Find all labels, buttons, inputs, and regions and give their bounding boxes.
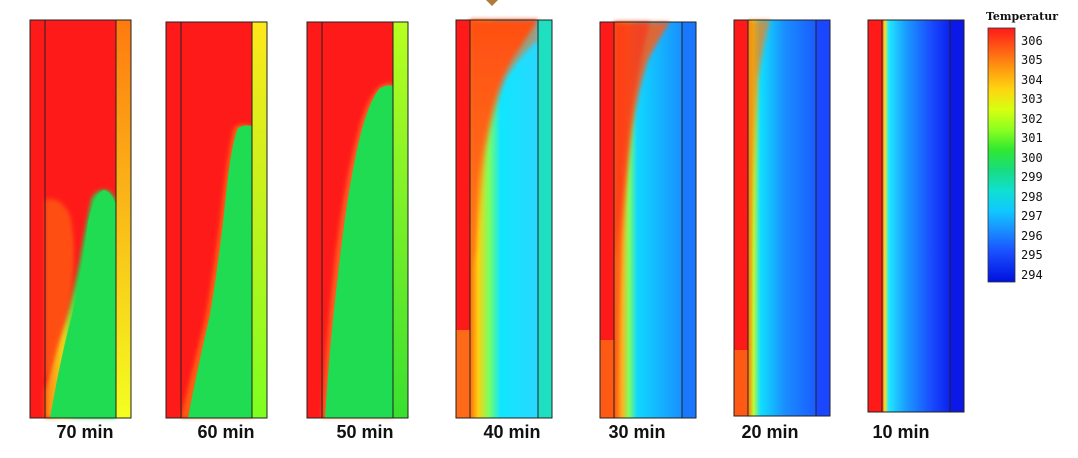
panel-label-70-min: 70 min xyxy=(56,422,114,442)
legend-tick: 303 xyxy=(1021,92,1043,106)
legend-tick: 306 xyxy=(1021,34,1043,48)
panel-label-50-min: 50 min xyxy=(336,422,394,442)
legend-tick: 298 xyxy=(1021,190,1043,204)
panel-label-40-min: 40 min xyxy=(483,422,541,442)
legend-tick: 295 xyxy=(1021,248,1043,262)
panel-40-min xyxy=(455,19,553,419)
legend-tick: 296 xyxy=(1021,229,1043,243)
panel-60-min xyxy=(165,21,268,419)
panel-20-min xyxy=(733,19,831,417)
legend-tick: 297 xyxy=(1021,209,1043,223)
panel-label-10-min: 10 min xyxy=(872,422,930,442)
legend-tick: 299 xyxy=(1021,170,1043,184)
legend-title: Temperatur xyxy=(986,10,1059,23)
legend-tick: 302 xyxy=(1021,112,1043,126)
legend-tick: 300 xyxy=(1021,151,1043,165)
panel-label-20-min: 20 min xyxy=(741,422,799,442)
legend-colorbar xyxy=(987,27,1016,283)
panel-label-60-min: 60 min xyxy=(197,422,255,442)
legend-tick: 304 xyxy=(1021,73,1043,87)
legend-tick: 305 xyxy=(1021,53,1043,67)
legend-tick: 301 xyxy=(1021,131,1043,145)
panel-label-30-min: 30 min xyxy=(608,422,666,442)
panel-50-min xyxy=(306,21,409,419)
panel-70-min xyxy=(29,19,132,419)
legend-tick: 294 xyxy=(1021,268,1043,282)
arrow-marker-icon xyxy=(486,0,498,6)
panel-10-min xyxy=(867,19,965,413)
panel-30-min xyxy=(599,21,697,419)
